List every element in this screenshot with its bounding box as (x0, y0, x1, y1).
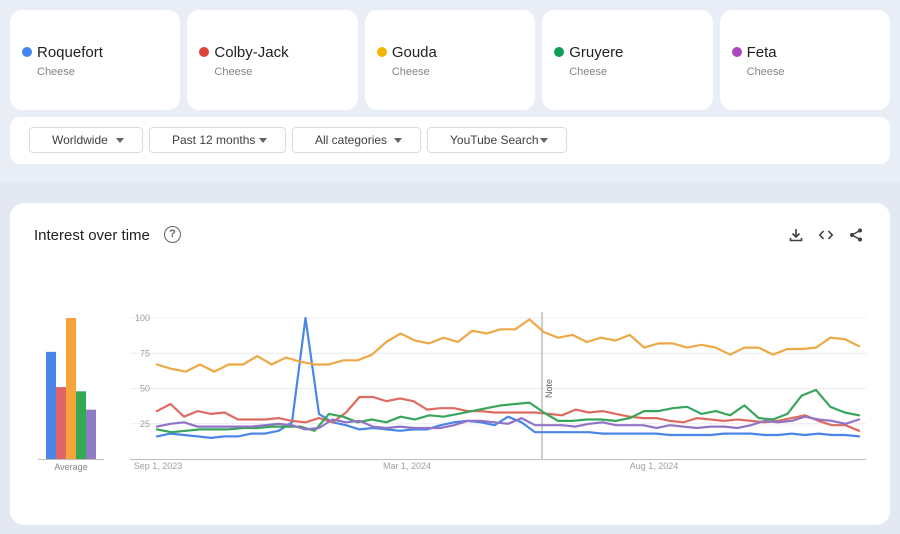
x-tick-label: Mar 1, 2024 (383, 461, 431, 471)
term-category: Cheese (746, 66, 785, 78)
caret-down-icon (116, 138, 124, 143)
category-dropdown-label: All categories (315, 133, 388, 147)
average-label: Average (54, 462, 87, 472)
chart-series-lines[interactable] (155, 316, 861, 439)
series-color-dot (199, 47, 210, 57)
term-card-gouda[interactable]: Gouda Cheese (364, 10, 536, 110)
y-tick-label: 25 (140, 419, 150, 429)
y-tick-label: 100 (135, 313, 150, 323)
embed-code-icon[interactable] (816, 225, 836, 245)
average-bar-colby-jack (56, 387, 66, 459)
search-terms-row: Roquefort Cheese Colby-Jack Cheese Gouda… (10, 10, 891, 110)
region-dropdown[interactable]: Worldwide (29, 127, 143, 153)
series-line-feta (155, 415, 861, 431)
help-circle-icon[interactable]: ? (164, 226, 181, 243)
time-range-dropdown[interactable]: Past 12 months (149, 127, 286, 153)
term-category: Cheese (37, 66, 75, 78)
term-card-gruyere[interactable]: Gruyere Cheese (542, 10, 713, 110)
term-category: Cheese (391, 66, 430, 78)
term-card-feta[interactable]: Feta Cheese (719, 10, 891, 110)
panel-title: Interest over time (34, 227, 150, 244)
term-category: Cheese (569, 66, 608, 78)
time-range-dropdown-label: Past 12 months (172, 133, 256, 147)
caret-down-icon (540, 138, 548, 143)
region-dropdown-label: Worldwide (52, 133, 108, 147)
share-icon[interactable] (846, 225, 866, 245)
caret-down-icon (259, 138, 267, 143)
average-bar-gruyere (76, 391, 86, 459)
term-name[interactable]: Gouda (391, 44, 437, 61)
series-color-dot (376, 47, 387, 57)
term-name[interactable]: Feta (746, 44, 777, 61)
term-category: Cheese (214, 66, 253, 78)
series-line-roquefort (155, 316, 861, 439)
average-bar-gouda (66, 318, 76, 459)
y-tick-label: 75 (140, 348, 150, 358)
series-color-dot (22, 47, 32, 57)
x-tick-label: Sep 1, 2023 (134, 461, 183, 471)
term-card-colby-jack[interactable]: Colby-Jack Cheese (187, 10, 358, 110)
series-line-gouda (155, 318, 861, 373)
term-card-roquefort[interactable]: Roquefort Cheese (10, 10, 181, 110)
note-label: Note (544, 379, 554, 398)
caret-down-icon (394, 138, 402, 143)
average-bar-chart: Average (38, 318, 104, 472)
category-dropdown[interactable]: All categories (292, 127, 421, 153)
series-line-colby-jack (155, 395, 861, 432)
average-bar-roquefort (46, 351, 56, 459)
series-color-dot (554, 47, 565, 57)
y-tick-label: 50 (140, 384, 150, 394)
term-name[interactable]: Roquefort (37, 44, 103, 61)
average-bar-feta (86, 409, 96, 459)
search-property-dropdown[interactable]: YouTube Search (427, 127, 567, 153)
x-tick-label: Aug 1, 2024 (630, 461, 679, 471)
term-name[interactable]: Gruyere (569, 44, 624, 61)
filter-bar: Worldwide Past 12 months All categories … (10, 117, 890, 164)
chart-gridlines (130, 312, 866, 460)
download-icon[interactable] (786, 225, 806, 245)
series-color-dot (731, 47, 742, 57)
chart-axis-labels: 100 75 50 25 Note Sep 1, 2023 Mar 1, 2024 Aug 1… (134, 313, 679, 471)
term-name[interactable]: Colby-Jack (214, 44, 289, 61)
series-line-gruyere (155, 388, 861, 434)
search-property-dropdown-label: YouTube Search (450, 133, 539, 147)
